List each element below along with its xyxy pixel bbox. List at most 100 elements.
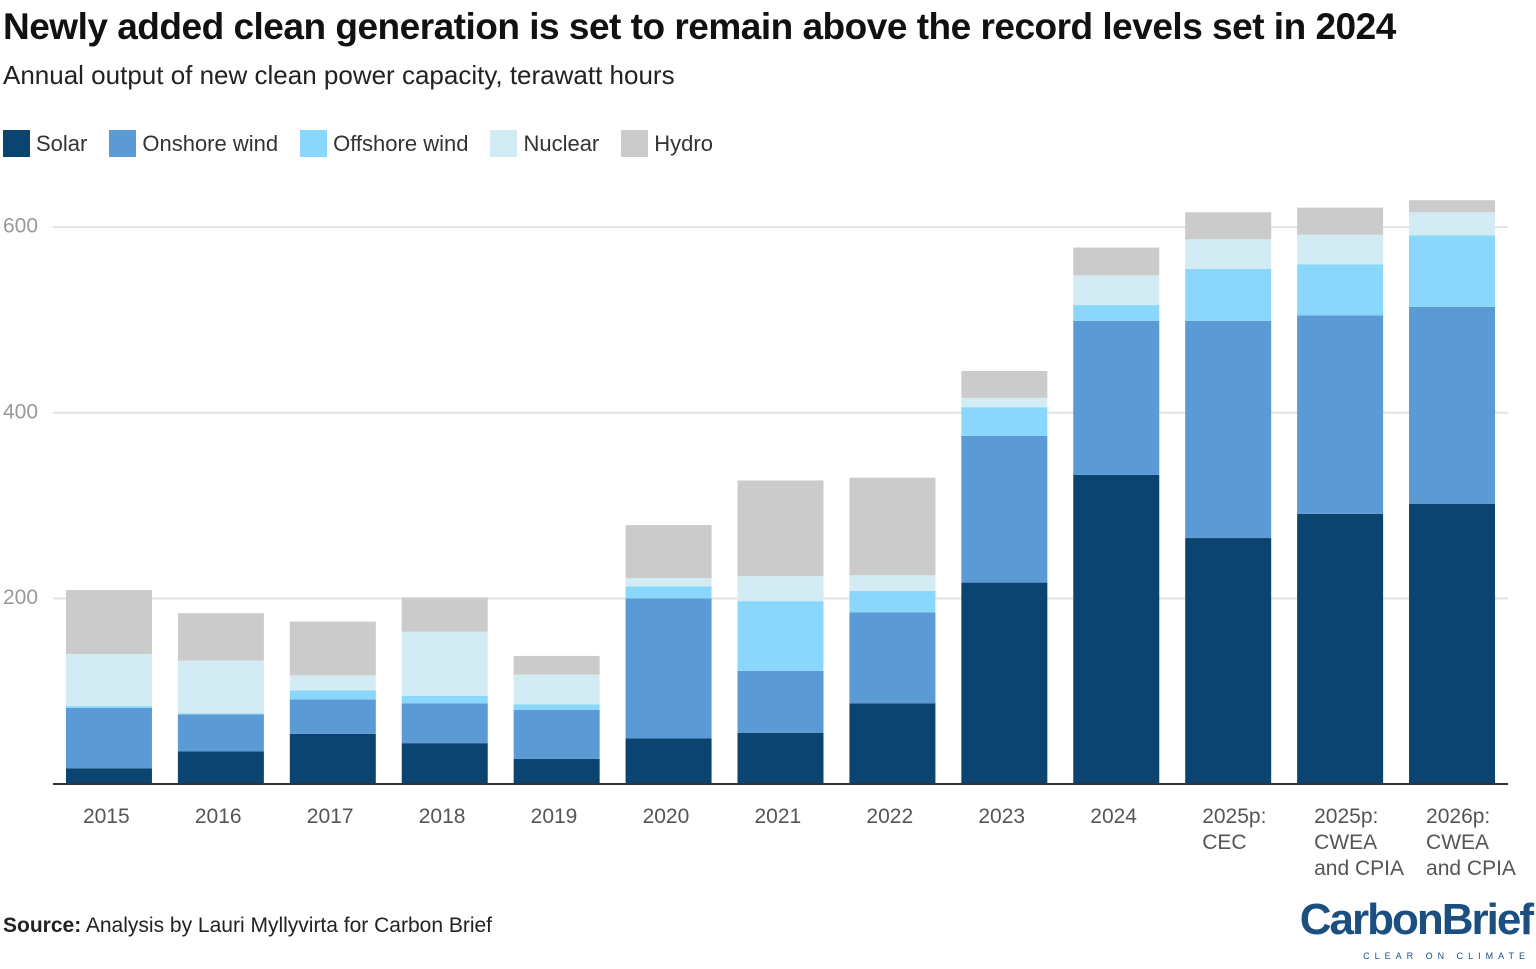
bar-segment	[1073, 305, 1160, 321]
chart-subtitle: Annual output of new clean power capacit…	[3, 60, 675, 90]
x-tick-label: 2020	[642, 805, 690, 828]
bar-segment	[1297, 264, 1384, 316]
x-tick-label: 2015	[82, 805, 130, 828]
bar-segment	[1297, 207, 1384, 235]
legend-swatch	[300, 130, 328, 157]
bar-segment	[625, 577, 712, 587]
y-tick-label: 400	[3, 400, 38, 423]
bar-segment	[65, 706, 152, 708]
legend-item: Onshore wind	[109, 130, 278, 157]
legend-item: Offshore wind	[300, 130, 468, 157]
x-tick-label: 2016	[194, 805, 242, 828]
bar-segment	[1185, 239, 1272, 269]
bar-segment	[289, 699, 376, 734]
legend-label: Solar	[36, 130, 88, 156]
source: Source: Analysis by Lauri Myllyvirta for…	[3, 914, 492, 938]
bar-segment	[961, 582, 1048, 784]
bar-segment	[1409, 212, 1496, 236]
bar-segment	[1073, 474, 1160, 784]
bar-segment	[849, 703, 936, 784]
bar-segment	[737, 670, 824, 733]
source-text: Analysis by Lauri Myllyvirta for Carbon …	[85, 914, 493, 937]
bar-segment	[177, 714, 264, 752]
x-tick-label: 2017	[306, 805, 354, 828]
x-tick-label: 2025p: CEC	[1202, 805, 1267, 854]
legend-swatch	[3, 130, 30, 157]
x-tick-label: 2019	[530, 805, 578, 828]
logo-tagline: CLEAR ON CLIMATE	[1363, 951, 1530, 961]
legend-swatch	[109, 130, 137, 157]
bar-segment	[177, 660, 264, 714]
bar-segment	[401, 743, 488, 784]
bar-segment	[513, 758, 600, 784]
x-tick-label: 2022	[866, 805, 914, 828]
bar-segment	[1185, 538, 1272, 784]
bar-segment	[1185, 268, 1272, 321]
bar-segment	[1409, 503, 1496, 784]
bar-segment	[289, 621, 376, 676]
bar-segment	[961, 397, 1048, 408]
bar-segment	[1073, 247, 1160, 276]
bar-segment	[65, 654, 152, 707]
bar-segment	[1409, 235, 1496, 307]
legend-label: Offshore wind	[333, 130, 469, 156]
bar-segment	[401, 631, 488, 696]
bar-segment	[513, 674, 600, 705]
bar-segment	[737, 601, 824, 671]
chart-title: Newly added clean generation is set to r…	[3, 6, 1396, 47]
bar-segment	[849, 575, 936, 591]
source-label: Source:	[3, 914, 82, 937]
legend-label: Onshore wind	[142, 130, 279, 156]
bar-segment	[177, 751, 264, 784]
bar-segment	[1073, 275, 1160, 306]
legend-item: Nuclear	[490, 130, 599, 157]
bar-segment	[513, 704, 600, 710]
bar-segment	[1073, 320, 1160, 475]
bar-segment	[401, 695, 488, 704]
y-tick-label: 600	[3, 215, 38, 238]
bar-segment	[65, 590, 152, 655]
bar-segment	[1185, 212, 1272, 240]
bar-segment	[513, 655, 600, 675]
bar-segment	[737, 732, 824, 784]
bar-segment	[849, 612, 936, 704]
logo: CarbonBrief	[1299, 895, 1534, 944]
bar-segment	[625, 586, 712, 599]
bar-segment	[849, 590, 936, 613]
bar-segment	[289, 690, 376, 700]
bar-segment	[961, 407, 1048, 436]
bar-segment	[401, 597, 488, 632]
bar-segment	[625, 738, 712, 784]
bar-segment	[625, 525, 712, 578]
x-tick-label: 2018	[418, 805, 466, 828]
bar-segment	[177, 713, 264, 715]
bar-segment	[1297, 234, 1384, 265]
x-tick-label: 2024	[1090, 805, 1137, 828]
bar-segment	[289, 733, 376, 784]
legend-swatch	[490, 130, 518, 157]
bar-segment	[65, 707, 152, 769]
bar-segment	[625, 598, 712, 739]
legend: Solar Onshore wind Offshore wind Nuclear Hyd…	[3, 130, 713, 157]
bar-segment	[65, 768, 152, 784]
legend-item: Solar	[3, 130, 87, 157]
bar-segment	[849, 477, 936, 576]
bar-segment	[1409, 306, 1496, 504]
bar-segment	[177, 613, 264, 661]
bar-segment	[1409, 200, 1496, 213]
legend-swatch	[621, 130, 649, 157]
legend-label: Hydro	[654, 130, 713, 156]
bar-segment	[1297, 513, 1384, 784]
bar-segment	[961, 435, 1048, 583]
legend-label: Nuclear	[523, 130, 600, 156]
x-tick-label: 2023	[978, 805, 1026, 828]
x-tick-label: 2021	[754, 805, 802, 828]
bar-segment	[1297, 315, 1384, 514]
bar-segment	[737, 480, 824, 577]
legend-item: Hydro	[621, 130, 713, 157]
x-tick-label: 2026p: CWEA and CPIA	[1426, 805, 1516, 880]
bar-segment	[513, 709, 600, 759]
bar-segment	[961, 370, 1048, 398]
